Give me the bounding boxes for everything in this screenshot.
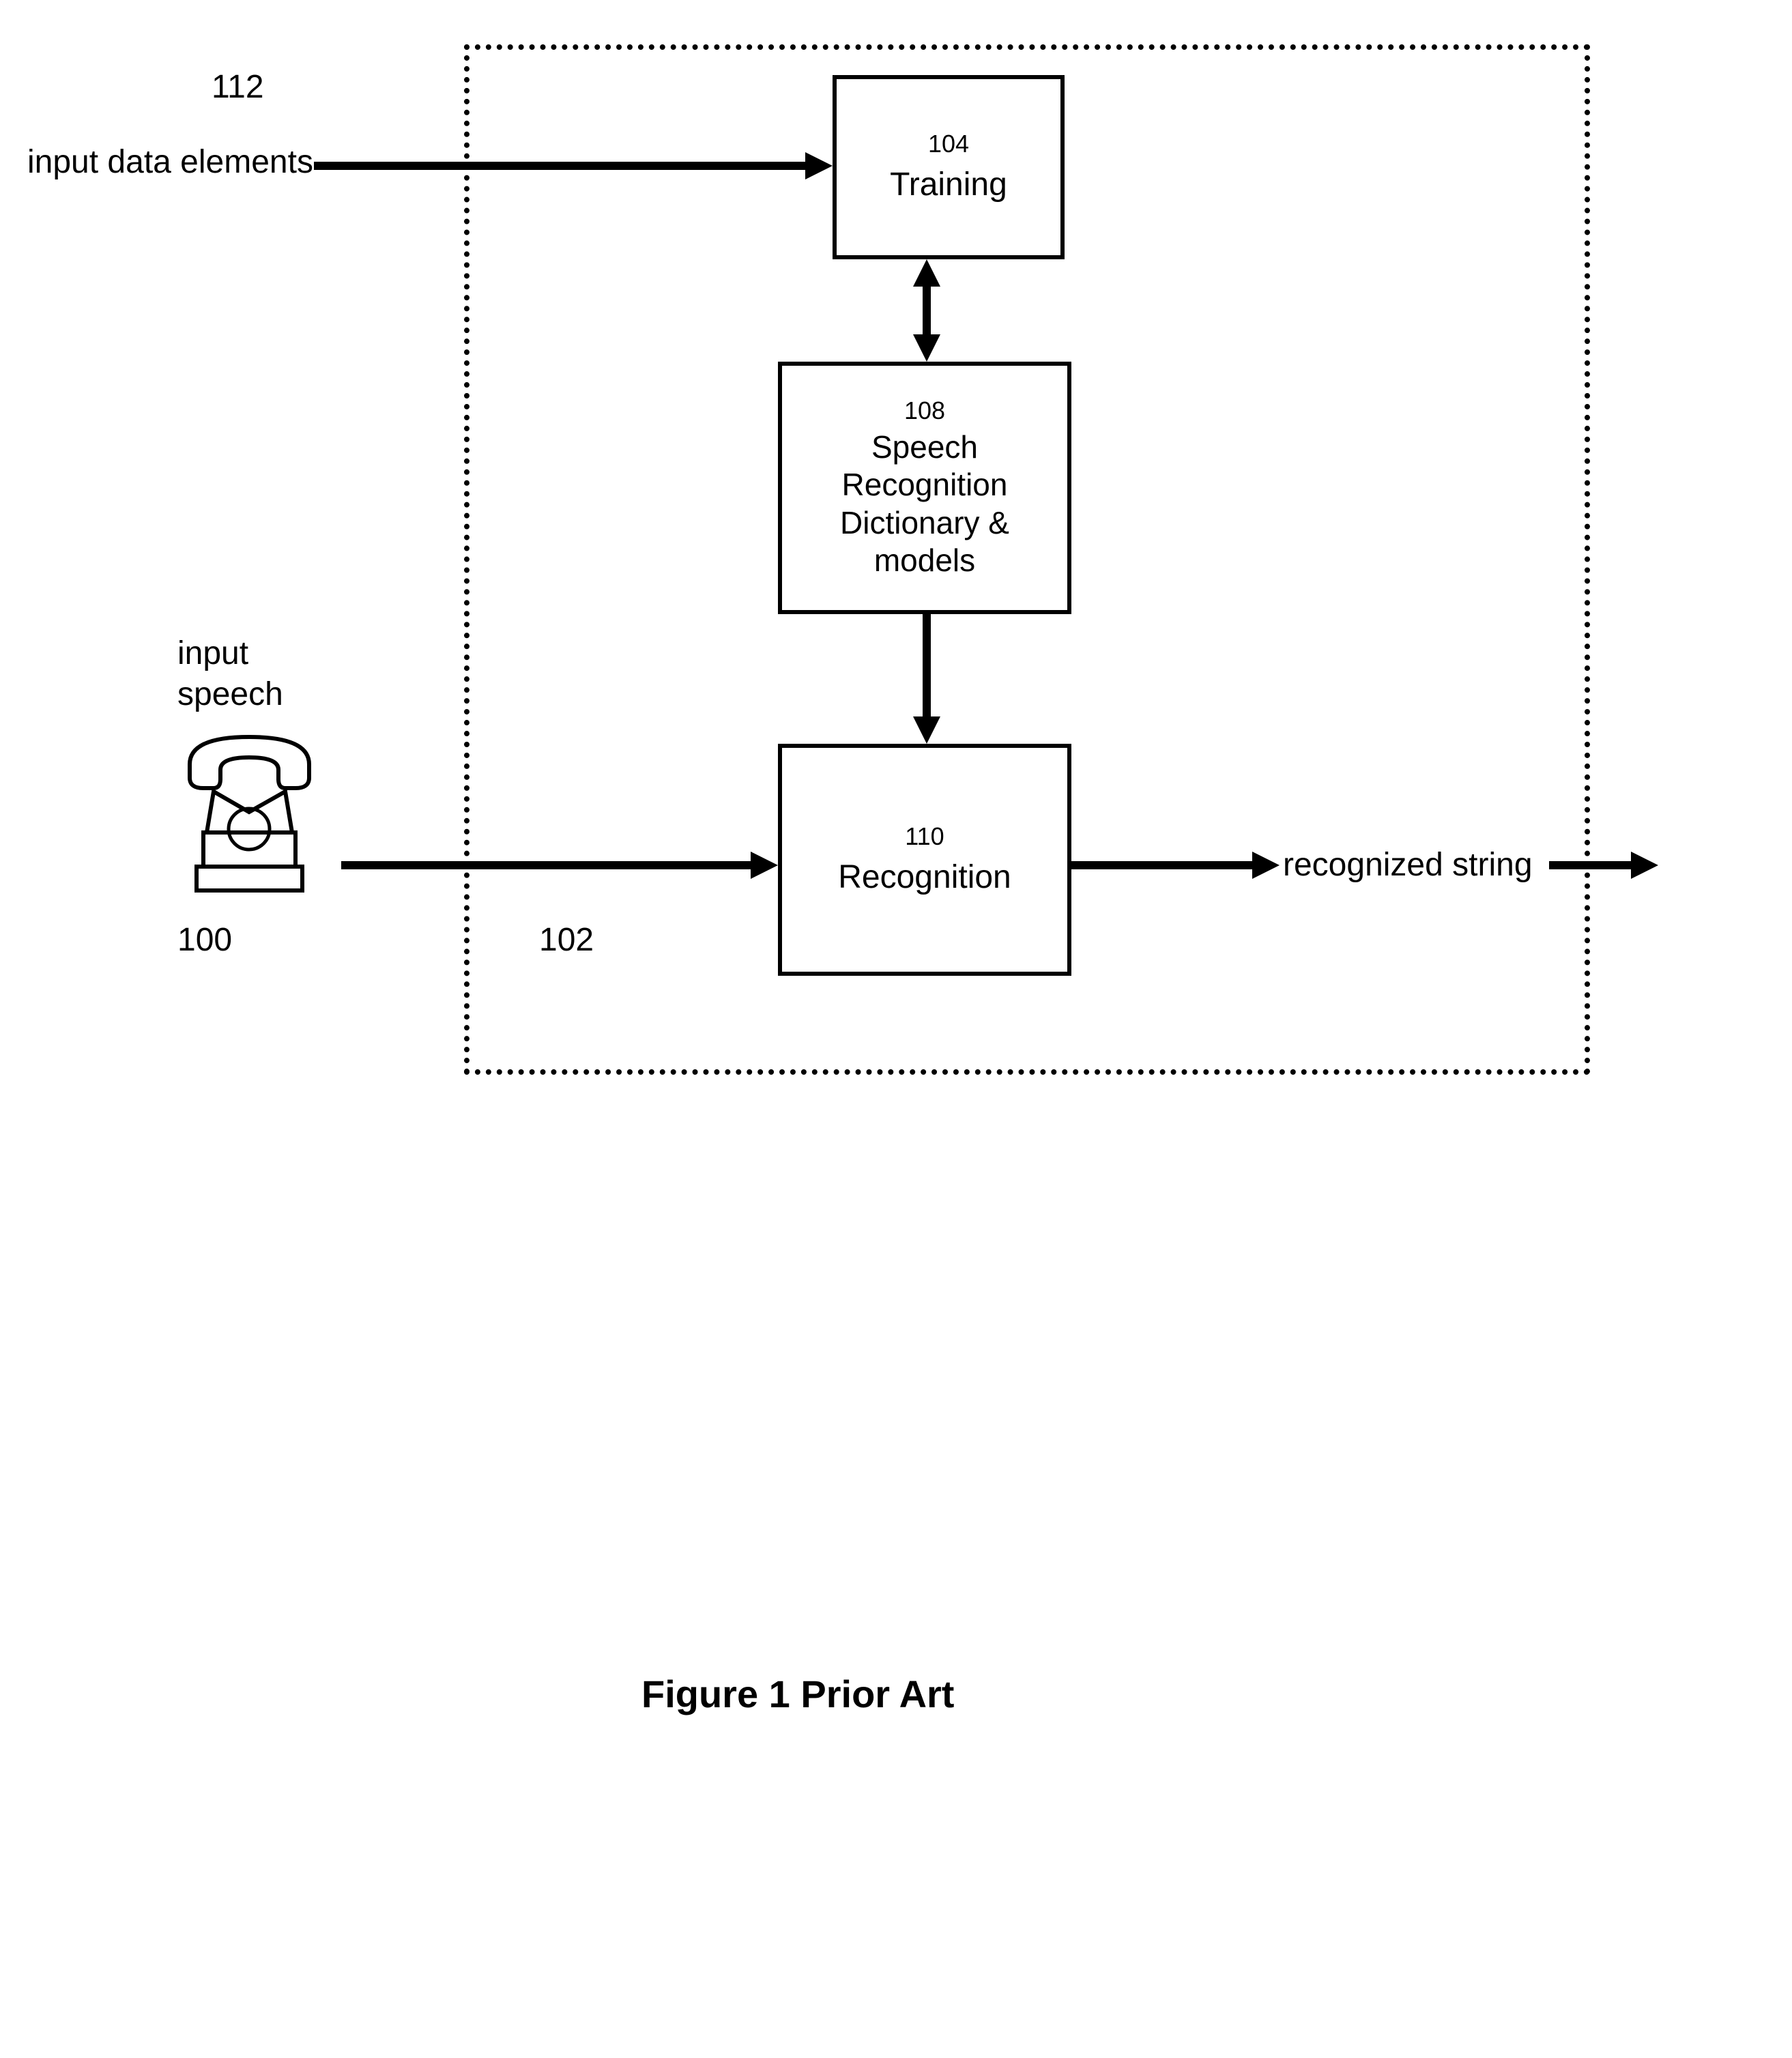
recognized-string-label: recognized string: [1283, 846, 1533, 884]
arrow-input-to-training: [314, 162, 805, 170]
arrow-final-output: [1549, 861, 1631, 869]
training-box: 104 Training: [833, 75, 1065, 259]
telephone-icon: [176, 723, 323, 908]
arrowhead-up-bidir: [913, 259, 940, 287]
input-data-elements-label: input data elements: [27, 143, 313, 181]
figure-caption: Figure 1 Prior Art: [641, 1672, 954, 1716]
training-box-id: 104: [928, 130, 969, 158]
arrowhead-recognition-to-output: [1252, 852, 1280, 879]
training-box-label: Training: [890, 165, 1007, 205]
input-speech-label-line1: input: [177, 635, 248, 672]
arrow-recognition-to-output: [1071, 861, 1252, 869]
dictionary-box-label: Speech Recognition Dictionary & models: [840, 429, 1009, 579]
diagram-container: 112 input data elements 104 Training 108…: [0, 0, 1792, 2058]
input-speech-label-line2: speech: [177, 676, 283, 713]
label-112: 112: [212, 68, 264, 106]
recognition-box-label: Recognition: [838, 858, 1011, 897]
arrowhead-speech-to-recognition: [751, 852, 778, 879]
recognition-box-id: 110: [905, 822, 944, 851]
arrow-speech-to-recognition: [341, 861, 751, 869]
label-102: 102: [539, 921, 594, 959]
label-100: 100: [177, 921, 232, 959]
arrow-dictionary-to-recognition: [923, 614, 931, 716]
dictionary-box-id: 108: [904, 396, 945, 425]
arrowhead-down-bidir: [913, 334, 940, 362]
dictionary-box: 108 Speech Recognition Dictionary & mode…: [778, 362, 1071, 614]
arrowhead-dictionary-to-recognition: [913, 716, 940, 744]
arrowhead-input-to-training: [805, 152, 833, 179]
recognition-box: 110 Recognition: [778, 744, 1071, 976]
arrowhead-final-output: [1631, 852, 1658, 879]
arrow-training-dictionary-bidir: [923, 283, 931, 338]
